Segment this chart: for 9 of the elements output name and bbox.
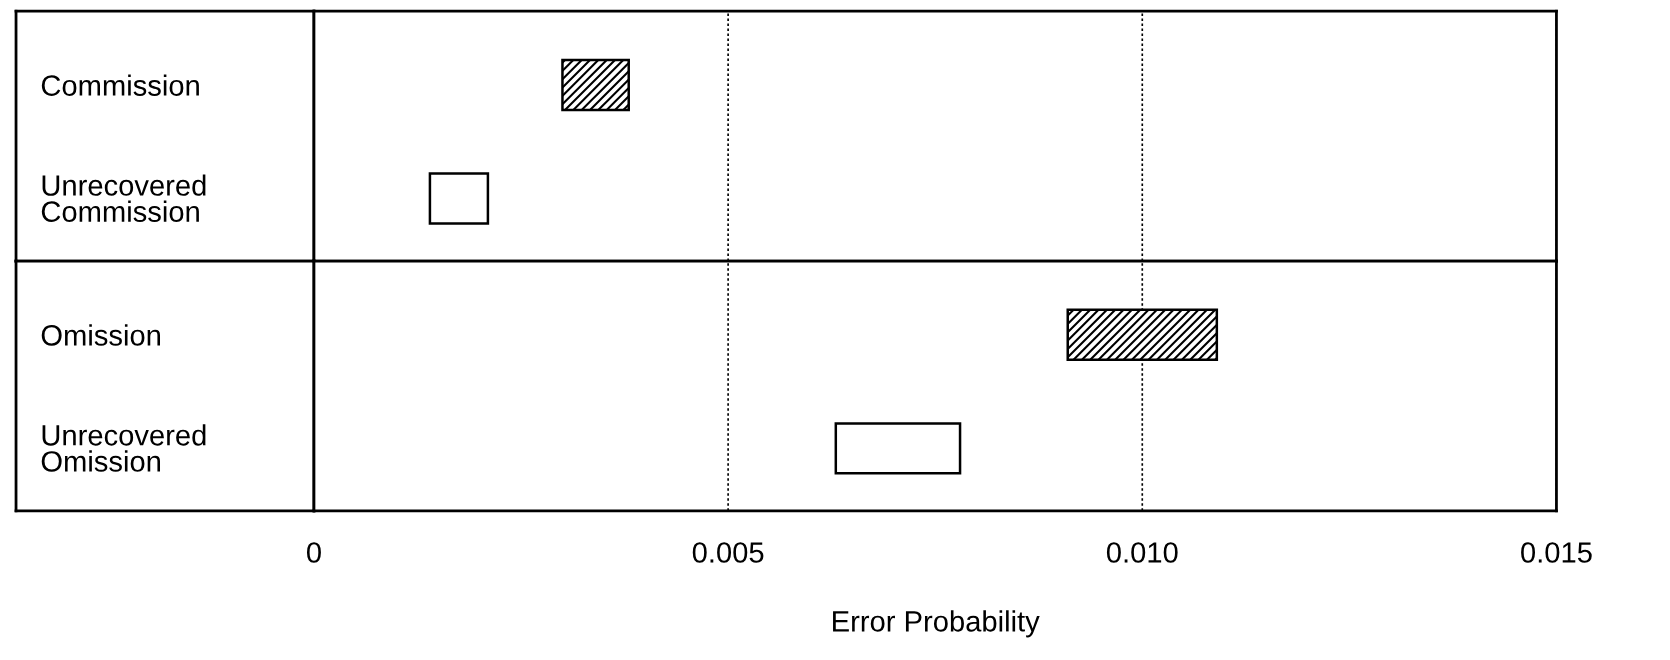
y-tick-label: Omission bbox=[41, 324, 161, 346]
x-tick-label: 0 bbox=[306, 542, 321, 563]
y-tick-label: Unrecovered Commission bbox=[41, 174, 206, 222]
x-tick-label: 0.010 bbox=[1106, 542, 1178, 563]
y-tick-label: Commission bbox=[41, 74, 199, 96]
x-tick-label: 0.005 bbox=[692, 542, 764, 563]
y-tick-label: Unrecovered Omission bbox=[41, 424, 206, 472]
x-tick-label: 0.015 bbox=[1521, 542, 1592, 563]
x-axis-title: Error Probability bbox=[833, 610, 1040, 638]
